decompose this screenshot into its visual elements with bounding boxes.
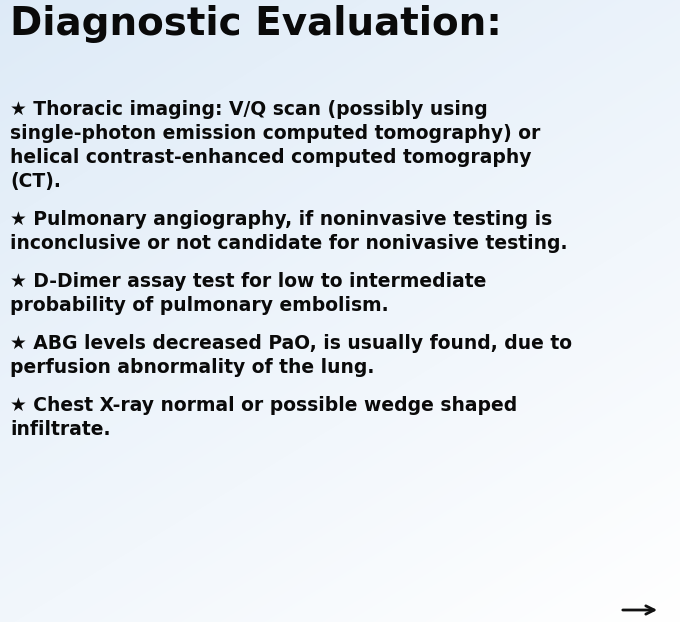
Text: probability of pulmonary embolism.: probability of pulmonary embolism. (10, 296, 389, 315)
Text: perfusion abnormality of the lung.: perfusion abnormality of the lung. (10, 358, 375, 377)
Text: infiltrate.: infiltrate. (10, 420, 110, 439)
Text: ★ Thoracic imaging: V/Q scan (possibly using: ★ Thoracic imaging: V/Q scan (possibly u… (10, 100, 488, 119)
Text: ★ D-Dimer assay test for low to intermediate: ★ D-Dimer assay test for low to intermed… (10, 272, 486, 291)
Text: ★ Chest X-ray normal or possible wedge shaped: ★ Chest X-ray normal or possible wedge s… (10, 396, 517, 415)
Text: helical contrast-enhanced computed tomography: helical contrast-enhanced computed tomog… (10, 148, 532, 167)
Text: ★ Pulmonary angiography, if noninvasive testing is: ★ Pulmonary angiography, if noninvasive … (10, 210, 552, 229)
Text: Diagnostic Evaluation:: Diagnostic Evaluation: (10, 5, 502, 43)
Text: inconclusive or not candidate for nonivasive testing.: inconclusive or not candidate for noniva… (10, 234, 568, 253)
Text: single-photon emission computed tomography) or: single-photon emission computed tomograp… (10, 124, 541, 143)
Text: ★ ABG levels decreased PaO, is usually found, due to: ★ ABG levels decreased PaO, is usually f… (10, 334, 572, 353)
Text: (CT).: (CT). (10, 172, 61, 191)
